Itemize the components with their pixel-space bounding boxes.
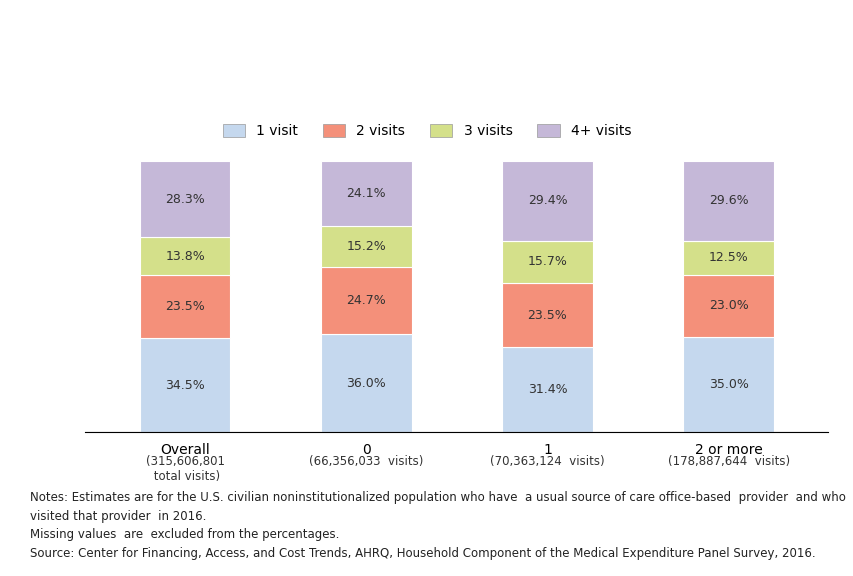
Bar xyxy=(502,241,592,283)
Bar xyxy=(140,339,230,432)
Text: (70,363,124  visits): (70,363,124 visits) xyxy=(490,456,604,468)
Text: 29.4%: 29.4% xyxy=(527,194,566,207)
Text: 28.3%: 28.3% xyxy=(165,192,205,206)
Text: (66,356,033  visits): (66,356,033 visits) xyxy=(309,456,423,468)
Bar xyxy=(321,267,411,335)
Legend: 1 visit, 2 visits, 3 visits, 4+ visits: 1 visit, 2 visits, 3 visits, 4+ visits xyxy=(223,124,630,138)
Text: 13.8%: 13.8% xyxy=(165,249,205,263)
Text: 29.6%: 29.6% xyxy=(708,194,747,207)
Text: 15.2%: 15.2% xyxy=(346,240,386,253)
Bar xyxy=(502,283,592,347)
Bar xyxy=(682,337,773,432)
Text: 34.5%: 34.5% xyxy=(165,379,205,392)
Bar xyxy=(321,335,411,432)
Text: 35.0%: 35.0% xyxy=(708,378,748,391)
Text: 23.5%: 23.5% xyxy=(165,300,205,313)
Bar xyxy=(682,161,773,241)
Circle shape xyxy=(448,7,853,116)
Bar xyxy=(321,161,411,226)
Bar xyxy=(140,275,230,339)
Bar xyxy=(321,226,411,267)
Bar xyxy=(140,237,230,275)
Bar xyxy=(140,161,230,237)
Text: 36.0%: 36.0% xyxy=(346,377,386,390)
Text: 23.0%: 23.0% xyxy=(708,300,748,312)
Text: 24.7%: 24.7% xyxy=(346,294,386,308)
Text: 12.5%: 12.5% xyxy=(708,251,748,264)
Bar xyxy=(682,275,773,337)
Text: 31.4%: 31.4% xyxy=(527,383,566,396)
Bar xyxy=(682,241,773,275)
Text: 15.7%: 15.7% xyxy=(527,255,566,268)
Text: 23.5%: 23.5% xyxy=(527,309,566,321)
Text: Figure 2. Percent of single or multiple visits by adults to usual
sources of car: Figure 2. Percent of single or multiple … xyxy=(73,28,695,94)
Bar xyxy=(502,347,592,432)
Text: (178,887,644  visits): (178,887,644 visits) xyxy=(667,456,789,468)
Text: (315,606,801
 total visits): (315,606,801 total visits) xyxy=(145,456,224,483)
Text: Notes: Estimates are for the U.S. civilian noninstitutionalized population who h: Notes: Estimates are for the U.S. civili… xyxy=(30,491,844,560)
Text: 24.1%: 24.1% xyxy=(346,187,386,200)
Bar xyxy=(502,161,592,241)
